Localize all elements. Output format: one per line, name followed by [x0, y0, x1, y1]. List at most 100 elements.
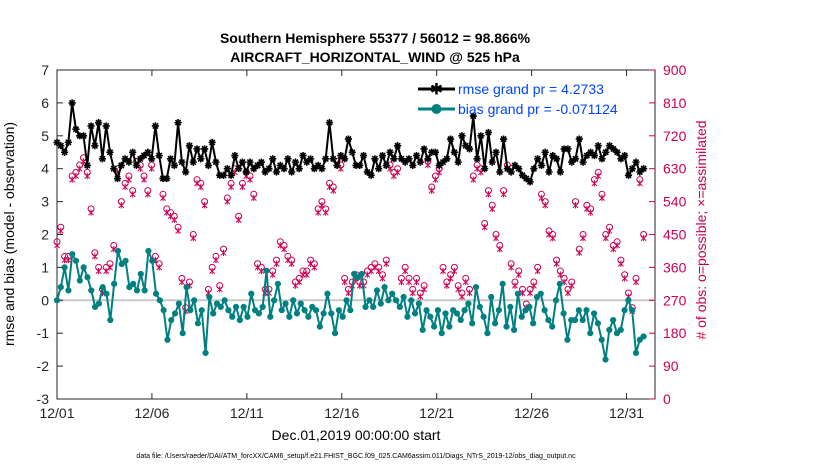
y-right-tick-label: 810: [663, 95, 687, 111]
bias-point: [221, 297, 228, 304]
rmse-point: [636, 168, 644, 176]
obs-assimilated-point: [175, 227, 182, 235]
rmse-point: [484, 128, 493, 137]
bias-point: [210, 310, 217, 317]
rmse-point: [401, 158, 409, 166]
rmse-point: [587, 148, 595, 156]
bias-point: [411, 310, 419, 317]
rmse-point: [397, 155, 405, 163]
bias-point: [545, 316, 552, 324]
rmse-point: [288, 168, 296, 176]
rmse-point: [91, 142, 99, 150]
rmse-point: [325, 119, 334, 127]
bias-point: [65, 287, 72, 294]
rmse-point: [333, 161, 341, 170]
rmse-point: [628, 165, 636, 173]
obs-assimilated-point: [394, 169, 401, 176]
x-axis: 12/01 12/06 12/11 12/16 12/21 12/26 12/31: [39, 70, 644, 421]
bias-point: [366, 297, 373, 304]
obs-assimilated-point: [107, 264, 113, 271]
rmse-point: [314, 161, 322, 170]
rmse-point: [155, 151, 163, 160]
rmse-point: [60, 148, 69, 156]
obs-assimilated-point: [228, 183, 235, 191]
rmse-point: [310, 165, 318, 173]
rmse-point: [121, 155, 129, 163]
rmse-point: [594, 142, 602, 150]
bias-point: [91, 303, 99, 310]
obs-assimilated-point: [508, 264, 515, 271]
rmse-point: [575, 135, 583, 143]
legend-bias-label: bias grand pr = -0.071124: [458, 101, 618, 117]
bias-point: [564, 336, 571, 343]
bias-point: [636, 336, 643, 343]
obs-assimilated-point: [65, 256, 72, 264]
bias-point: [560, 310, 567, 317]
bias-point: [267, 313, 274, 320]
bias-point: [111, 280, 118, 287]
obs-assimilated-point: [118, 202, 125, 209]
obs-assimilated-point: [311, 264, 318, 271]
obs-assimilated-point: [485, 191, 492, 198]
bias-point: [305, 313, 312, 320]
obs-assimilated-point: [542, 202, 549, 209]
rmse-point: [216, 171, 224, 179]
rmse-point: [386, 148, 394, 156]
rmse-point: [477, 132, 485, 140]
rmse-point: [522, 174, 530, 183]
rmse-point: [579, 158, 587, 166]
bias-point: [358, 270, 365, 278]
rmse-point: [341, 155, 349, 163]
rmse-point: [598, 155, 606, 163]
bias-point: [526, 303, 533, 310]
rmse-point: [571, 155, 580, 163]
rmse-point: [208, 138, 216, 146]
bias-point: [354, 274, 362, 281]
bias-point: [431, 323, 438, 330]
rmse-point: [76, 132, 84, 140]
rmse-point: [526, 178, 534, 186]
bias-point: [549, 323, 556, 330]
y-left-tick-label: 5: [41, 128, 49, 144]
bias-point: [76, 277, 83, 284]
obs-assimilated-point: [148, 165, 155, 172]
rmse-point: [79, 132, 88, 140]
bias-point: [57, 284, 64, 291]
bias-point: [274, 280, 282, 287]
bias-point: [617, 326, 624, 334]
obs-assimilated-point: [341, 278, 348, 286]
bias-point: [244, 313, 251, 320]
rmse-point: [412, 151, 421, 160]
obs-assimilated-point: [534, 267, 541, 275]
obs-assimilated-point: [197, 183, 204, 191]
obs-assimilated-point: [515, 271, 522, 278]
obs-assimilated-point: [481, 223, 488, 231]
y-axis-left-label: rmse and bias (model - observation): [1, 122, 17, 346]
obs-assimilated-point: [239, 183, 246, 191]
obs-assimilated-point: [318, 202, 325, 209]
bias-point: [53, 297, 61, 304]
rmse-point: [238, 158, 247, 166]
rmse-point: [148, 155, 156, 163]
rmse-point: [110, 165, 118, 173]
obs-assimilated-point: [288, 260, 295, 267]
rmse-point: [272, 168, 281, 176]
rmse-point: [223, 165, 231, 173]
obs-assimilated-point: [424, 161, 431, 169]
bias-point: [587, 330, 594, 337]
rmse-point: [605, 142, 614, 150]
y-right-tick-label: 180: [663, 325, 687, 341]
obs-assimilated-point: [190, 234, 197, 242]
obs-assimilated-point: [527, 289, 534, 297]
bias-point: [610, 316, 617, 324]
obs-assimilated-point: [322, 209, 329, 216]
rmse-point: [390, 155, 398, 163]
obs-assimilated-point: [220, 249, 227, 256]
rmse-point: [583, 151, 591, 160]
bias-point: [594, 320, 601, 327]
obs-assimilated-point: [409, 289, 416, 297]
bias-point: [229, 313, 236, 320]
rmse-point: [371, 155, 379, 163]
obs-assimilated-point: [406, 278, 412, 286]
